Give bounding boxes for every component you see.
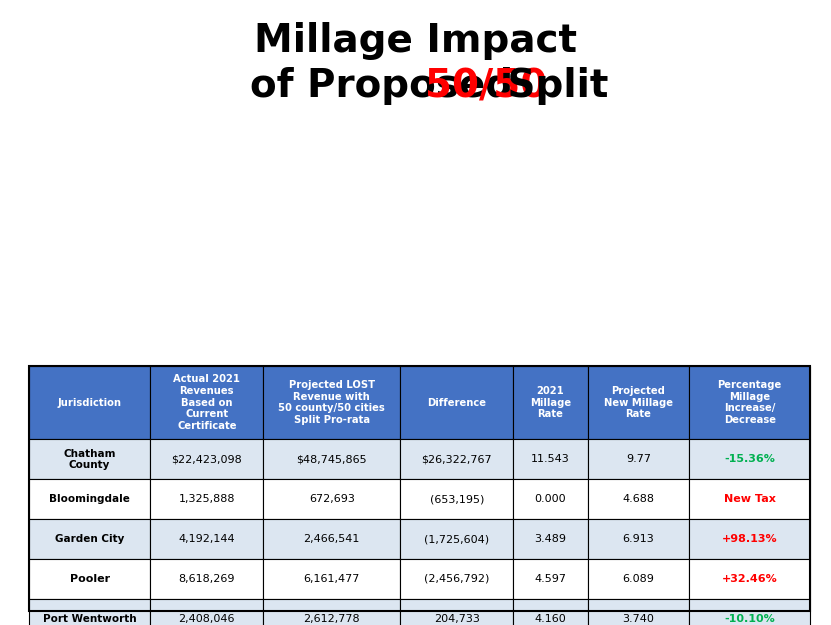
Text: 2,466,541: 2,466,541: [303, 534, 360, 544]
Text: 2,408,046: 2,408,046: [179, 614, 235, 624]
Text: 9.77: 9.77: [626, 454, 651, 464]
Bar: [150, 559, 263, 599]
Bar: [150, 599, 263, 625]
Bar: [514, 599, 588, 625]
Bar: [29, 366, 810, 611]
Bar: [150, 519, 263, 559]
Text: Garden City: Garden City: [55, 534, 125, 544]
Text: Port Wentworth: Port Wentworth: [43, 614, 136, 624]
Bar: [150, 439, 263, 479]
Text: 4.688: 4.688: [622, 494, 654, 504]
Bar: [263, 479, 401, 519]
Text: 672,693: 672,693: [309, 494, 355, 504]
Bar: [514, 479, 588, 519]
Bar: [263, 439, 401, 479]
Text: -15.36%: -15.36%: [725, 454, 775, 464]
Text: $26,322,767: $26,322,767: [421, 454, 492, 464]
Bar: [588, 519, 689, 559]
Text: of Proposed: of Proposed: [250, 68, 527, 105]
Bar: [29, 599, 150, 625]
Bar: [514, 559, 588, 599]
Bar: [29, 439, 150, 479]
Text: 3.489: 3.489: [534, 534, 567, 544]
Bar: [514, 519, 588, 559]
Text: Projected
New Millage
Rate: Projected New Millage Rate: [604, 386, 673, 419]
Text: +98.13%: +98.13%: [722, 534, 778, 544]
Text: Split: Split: [494, 68, 608, 105]
Text: Bloomingdale: Bloomingdale: [49, 494, 130, 504]
Bar: [689, 439, 810, 479]
Text: New Tax: New Tax: [724, 494, 775, 504]
Text: $22,423,098: $22,423,098: [171, 454, 242, 464]
Bar: [29, 519, 150, 559]
Bar: [689, 559, 810, 599]
Text: Chatham
County: Chatham County: [63, 449, 116, 470]
Text: 2021
Millage
Rate: 2021 Millage Rate: [530, 386, 571, 419]
Bar: [588, 559, 689, 599]
Text: 4.160: 4.160: [534, 614, 567, 624]
Bar: [401, 559, 514, 599]
Text: +32.46%: +32.46%: [722, 574, 778, 584]
Bar: [588, 479, 689, 519]
Text: 4,192,144: 4,192,144: [179, 534, 235, 544]
Bar: [263, 366, 401, 439]
Text: Projected LOST
Revenue with
50 county/50 cities
Split Pro-rata: Projected LOST Revenue with 50 county/50…: [278, 380, 385, 425]
Text: 1,325,888: 1,325,888: [179, 494, 235, 504]
Bar: [401, 366, 514, 439]
Bar: [401, 519, 514, 559]
Bar: [29, 366, 150, 439]
Bar: [689, 366, 810, 439]
Bar: [401, 599, 514, 625]
Text: $48,745,865: $48,745,865: [297, 454, 367, 464]
Text: 6,161,477: 6,161,477: [303, 574, 360, 584]
Bar: [689, 479, 810, 519]
Text: Actual 2021
Revenues
Based on
Current
Certificate: Actual 2021 Revenues Based on Current Ce…: [174, 374, 240, 431]
Text: Pooler: Pooler: [70, 574, 110, 584]
Text: 50/50: 50/50: [425, 68, 547, 105]
Text: 6.913: 6.913: [622, 534, 654, 544]
Bar: [263, 559, 401, 599]
Text: 204,733: 204,733: [434, 614, 479, 624]
Bar: [689, 599, 810, 625]
Text: Millage Impact: Millage Impact: [254, 22, 577, 59]
Text: (2,456,792): (2,456,792): [424, 574, 489, 584]
Bar: [401, 479, 514, 519]
Text: Percentage
Millage
Increase/
Decrease: Percentage Millage Increase/ Decrease: [717, 380, 782, 425]
Text: (653,195): (653,195): [430, 494, 484, 504]
Text: -10.10%: -10.10%: [725, 614, 775, 624]
Bar: [150, 366, 263, 439]
Bar: [588, 366, 689, 439]
Bar: [689, 519, 810, 559]
Text: 8,618,269: 8,618,269: [179, 574, 235, 584]
Text: 2,612,778: 2,612,778: [303, 614, 360, 624]
Bar: [588, 599, 689, 625]
Text: 6.089: 6.089: [622, 574, 654, 584]
Text: Jurisdiction: Jurisdiction: [57, 398, 121, 408]
Bar: [514, 366, 588, 439]
Bar: [263, 599, 401, 625]
Bar: [401, 439, 514, 479]
Bar: [263, 519, 401, 559]
Bar: [588, 439, 689, 479]
Text: 11.543: 11.543: [531, 454, 570, 464]
Text: 4.597: 4.597: [534, 574, 567, 584]
Bar: [514, 439, 588, 479]
Text: (1,725,604): (1,725,604): [424, 534, 489, 544]
Text: 3.740: 3.740: [622, 614, 654, 624]
Text: Difference: Difference: [427, 398, 486, 408]
Bar: [150, 479, 263, 519]
Bar: [29, 559, 150, 599]
Bar: [29, 479, 150, 519]
Text: 0.000: 0.000: [534, 494, 566, 504]
